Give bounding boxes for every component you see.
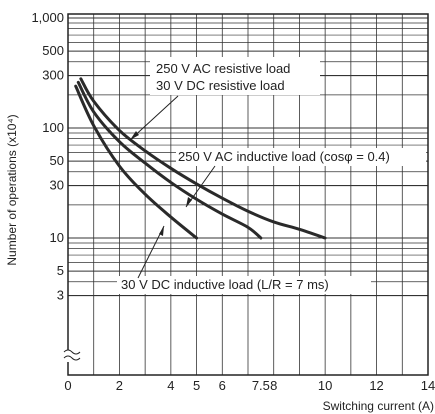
resistive-label-box <box>150 57 320 95</box>
y-tick-label: 500 <box>42 43 64 58</box>
resistive-leader-line <box>129 95 179 141</box>
x-tick-label: 4 <box>167 378 174 393</box>
resistive-arrowhead <box>130 131 139 140</box>
x-axis-title: Switching current (A) <box>323 399 434 413</box>
annotation-resistive-line1: 250 V AC resistive load <box>156 61 290 76</box>
y-axis-title: Number of operations (x10⁴) <box>5 114 19 265</box>
x-tick-label: 6 <box>219 378 226 393</box>
annotation-ac-inductive: 250 V AC inductive load (cosφ = 0.4) <box>178 149 390 164</box>
x-tick-label: 0 <box>64 378 71 393</box>
x-tick-label: 2 <box>116 378 123 393</box>
x-tick-label: 7.5 <box>252 378 270 393</box>
ac-inductive-arrowhead <box>186 197 192 207</box>
y-tick-label: 10 <box>50 230 64 245</box>
series-curves <box>74 77 327 240</box>
y-tick-label: 30 <box>50 178 64 193</box>
y-axis-break <box>63 349 81 362</box>
dc-inductive-leader-line <box>137 225 165 279</box>
y-tick-label: 50 <box>50 153 64 168</box>
annotation-dc-inductive: 30 V DC inductive load (L/R = 7 ms) <box>121 277 329 292</box>
y-tick-label: 3 <box>57 288 64 303</box>
x-tick-label: 10 <box>318 378 332 393</box>
annotation-resistive-line2: 30 V DC resistive load <box>156 78 285 93</box>
y-tick-label: 100 <box>42 120 64 135</box>
dc-inductive-arrowhead <box>159 226 164 236</box>
axis-break-mark <box>63 349 81 355</box>
y-tick-label: 300 <box>42 68 64 83</box>
plot-frame <box>67 13 429 376</box>
y-tick-label: 5 <box>57 263 64 278</box>
series-line-2 <box>76 80 263 240</box>
ac-inductive-label-box <box>176 148 426 166</box>
tick-labels: 0 2 4 5 6 7.5 8 10 12 14 1,000 500 300 100 50 30 10 5 3 <box>31 10 435 393</box>
y-tick-label: 1,000 <box>31 10 64 25</box>
series-line-1 <box>79 77 327 240</box>
x-tick-label: 12 <box>369 378 383 393</box>
dc-inductive-label-box <box>117 276 371 294</box>
x-tick-label: 14 <box>421 378 435 393</box>
x-tick-label: 8 <box>270 378 277 393</box>
x-tick-label: 5 <box>193 378 200 393</box>
axis-break-mark <box>63 355 81 361</box>
series-line-3 <box>74 84 199 240</box>
